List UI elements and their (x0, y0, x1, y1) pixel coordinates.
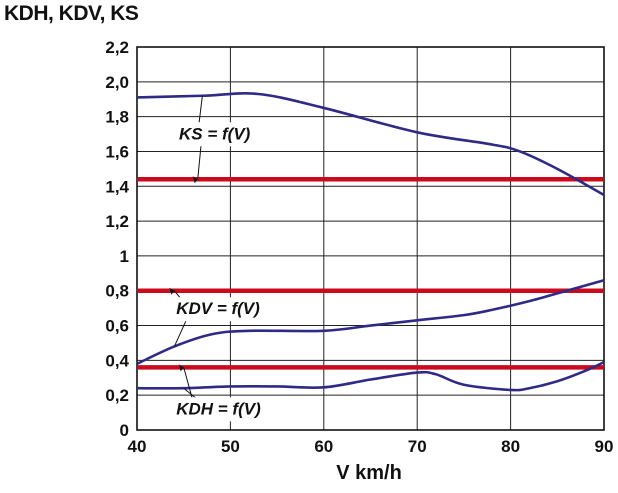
annotation-leader (183, 387, 197, 399)
annotation-arrowhead (169, 287, 175, 295)
series-line-2 (136, 360, 605, 392)
annotation-arrowhead (192, 176, 198, 184)
y-tick-label: 1,4 (105, 177, 129, 196)
series-label-2: KDH = f(V) (176, 399, 261, 418)
series-line-1 (136, 279, 605, 366)
y-tick-label: 0,2 (105, 386, 129, 405)
y-tick-label: 1,2 (105, 212, 129, 231)
x-tick-label: 90 (595, 437, 614, 456)
x-tick-label: 80 (501, 437, 520, 456)
x-axis-title-wrap: V km/h (0, 462, 618, 485)
y-axis-title: KDH, KDV, KS (4, 2, 139, 25)
annotation-leader (198, 95, 203, 124)
y-tick-label: 0,8 (105, 282, 129, 301)
y-tick-label: 1 (120, 247, 129, 266)
series-label-1: KDV = f(V) (176, 299, 260, 318)
y-tick-label: 2,0 (105, 73, 129, 92)
series-line-0 (136, 92, 605, 197)
y-tick-label: 0 (120, 421, 129, 440)
x-tick-label: 60 (314, 437, 333, 456)
x-tick-label: 40 (128, 437, 147, 456)
x-tick-label: 70 (408, 437, 427, 456)
series-label-0: KS = f(V) (179, 124, 251, 143)
annotation-bg (175, 122, 270, 147)
y-tick-label: 0,4 (105, 351, 129, 370)
x-tick-label: 50 (221, 437, 240, 456)
y-tick-label: 1,8 (105, 108, 129, 127)
annotation-bg (172, 297, 267, 322)
plot-frame (136, 46, 605, 431)
x-axis-title: V km/h (336, 462, 402, 484)
y-tick-label: 2,2 (105, 38, 129, 57)
annotation-bg (172, 397, 267, 422)
y-tick-label: 1,6 (105, 142, 129, 161)
annotation-arrowhead (178, 364, 184, 372)
annotation-leader (197, 145, 202, 180)
y-tick-label: 0,6 (105, 317, 129, 336)
